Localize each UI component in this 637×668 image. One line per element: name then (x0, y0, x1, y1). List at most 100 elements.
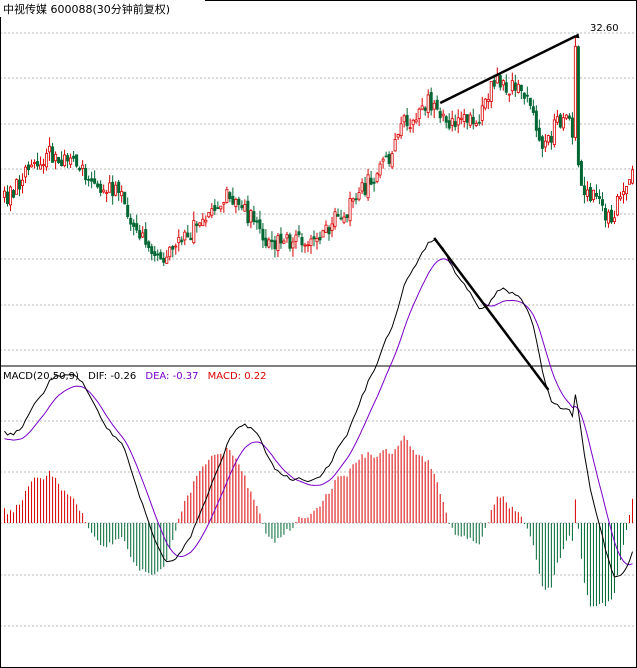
candle-up (408, 127, 412, 129)
candle-down (147, 241, 151, 249)
candle-down (123, 191, 127, 205)
candle-down (135, 223, 139, 231)
candle-down (252, 211, 256, 223)
candle-up (63, 154, 67, 167)
candle-up (420, 105, 424, 110)
candle-down (345, 214, 349, 219)
candle-up (168, 246, 172, 258)
candle-up (612, 217, 616, 222)
candle-down (477, 121, 481, 124)
candle-up (198, 222, 202, 226)
candle-down (300, 237, 304, 246)
candle-down (126, 204, 130, 217)
candle-up (201, 218, 205, 227)
candle-up (357, 192, 361, 200)
candle-down (435, 99, 439, 110)
candle-up (585, 189, 589, 197)
candle-up (303, 244, 307, 247)
candle-down (273, 240, 277, 250)
candle-up (480, 105, 484, 121)
candle-up (474, 122, 478, 127)
candle-down (336, 214, 340, 217)
candle-up (243, 204, 247, 212)
candle-down (444, 116, 448, 123)
candle-up (615, 196, 619, 216)
candle-down (270, 239, 274, 243)
candle-up (321, 230, 325, 238)
candle-up (468, 114, 472, 126)
candle-down (570, 117, 574, 138)
candle-down (339, 217, 343, 220)
candle-up (24, 166, 28, 178)
candle-down (144, 229, 148, 245)
candle-down (96, 183, 100, 188)
candle-up (516, 83, 520, 93)
candle-up (486, 98, 490, 102)
candle-down (129, 217, 133, 225)
peak-price-label: 32.60 (590, 23, 619, 34)
candle-down (255, 220, 259, 223)
candle-up (510, 80, 514, 92)
candle-down (216, 207, 220, 210)
candle-down (525, 94, 529, 97)
candle-down (213, 205, 217, 211)
candle-up (39, 164, 43, 170)
candle-up (564, 114, 568, 119)
macd-value-label: MACD: 0.22 (208, 371, 267, 382)
candle-up (45, 152, 49, 168)
candle-up (462, 114, 466, 122)
candle-down (363, 182, 367, 195)
candle-down (531, 106, 535, 113)
candle-down (90, 178, 94, 182)
candle-down (51, 146, 55, 163)
candle-up (219, 205, 223, 210)
candle-up (48, 145, 52, 153)
candle-up (495, 75, 499, 84)
candle-up (285, 234, 289, 239)
candle-up (282, 240, 286, 244)
candle-down (186, 232, 190, 238)
candle-down (195, 223, 199, 227)
candle-up (483, 98, 487, 109)
candle-down (327, 227, 331, 235)
candle-down (246, 200, 250, 224)
candle-up (120, 190, 124, 197)
candle-up (507, 93, 511, 96)
candle-down (423, 107, 427, 111)
candle-down (567, 115, 571, 119)
candle-up (396, 134, 400, 138)
candle-up (174, 245, 178, 248)
candle-up (375, 173, 379, 182)
candle-up (183, 231, 187, 241)
candle-down (465, 114, 469, 123)
candle-down (603, 207, 607, 221)
candle-down (156, 253, 160, 256)
candle-down (438, 111, 442, 119)
candle-down (153, 251, 157, 256)
candle-up (33, 161, 37, 164)
candle-up (42, 164, 46, 167)
candle-down (471, 116, 475, 125)
candle-down (504, 82, 508, 93)
candle-up (555, 116, 559, 123)
candle-down (453, 121, 457, 128)
candle-down (519, 84, 523, 91)
candle-up (69, 157, 73, 165)
candle-down (492, 80, 496, 87)
candle-up (165, 256, 169, 264)
candle-down (369, 177, 373, 185)
candle-down (237, 198, 241, 205)
candle-up (417, 108, 421, 120)
candle-up (552, 119, 556, 145)
candle-down (228, 192, 232, 200)
candle-down (84, 167, 88, 181)
candle-up (309, 238, 313, 247)
candle-up (21, 179, 25, 187)
candle-down (93, 178, 97, 184)
macd-params-label: MACD(20,50,9) (3, 371, 79, 382)
candle-up (315, 237, 319, 243)
candle-up (591, 189, 595, 200)
candle-down (384, 155, 388, 158)
